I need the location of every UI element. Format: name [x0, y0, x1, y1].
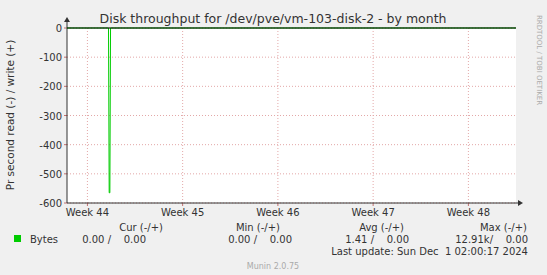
legend-header: Cur (-/+) — [119, 222, 163, 233]
y-axis — [67, 20, 68, 203]
zero-line — [67, 28, 516, 29]
x-tick-label: Week 45 — [161, 207, 204, 218]
x-tick-label: Week 48 — [447, 207, 490, 218]
legend-swatch — [14, 235, 21, 242]
title: Disk throughput for /dev/pve/vm-103-disk… — [100, 11, 447, 26]
plot-marks — [67, 28, 516, 193]
last-update: Last update: Sun Dec 1 02:00:17 2024 — [331, 246, 528, 257]
legend-header: Avg (-/+) — [359, 222, 404, 233]
y-tick-label: -500 — [39, 169, 62, 180]
x-grid — [468, 28, 469, 203]
x-grid — [87, 28, 88, 203]
series-line — [67, 28, 516, 193]
y-tick-label: -200 — [39, 81, 62, 92]
y-grid — [67, 144, 516, 145]
y-tick-label: 0 — [56, 23, 62, 34]
y-tick-label: -300 — [39, 111, 62, 122]
y-grid — [67, 173, 516, 174]
watermark: RRDTOOL / TOBI OETIKER — [535, 15, 543, 105]
legend-cell: 0.00 / 0.00 — [82, 234, 146, 245]
x-grid — [373, 28, 374, 203]
y-grid — [67, 86, 516, 87]
legend-cell: 12.91k/ 0.00 — [455, 234, 528, 245]
x-tick-label: Week 46 — [256, 207, 299, 218]
y-tick-label: -600 — [39, 198, 62, 209]
legend-cell: 1.41 / 0.00 — [345, 234, 409, 245]
y-grid — [67, 115, 516, 116]
x-tick-label: Week 47 — [351, 207, 394, 218]
plot-area — [67, 28, 516, 203]
legend-label: Bytes — [30, 234, 58, 245]
background — [0, 0, 547, 275]
y-axis-arrow — [64, 17, 70, 22]
footer: Munin 2.0.75 — [247, 262, 299, 271]
legend-cell: 0.00 / 0.00 — [228, 234, 292, 245]
x-tick-label: Week 44 — [66, 207, 109, 218]
x-grid — [182, 28, 183, 203]
legend-header: Min (-/+) — [236, 222, 280, 233]
x-axis-arrow — [518, 200, 523, 206]
legend-header: Max (-/+) — [480, 222, 527, 233]
y-grid — [67, 28, 516, 29]
x-axis — [67, 203, 520, 204]
y-tick-label: -100 — [39, 52, 62, 63]
y-tick-label: -400 — [39, 140, 62, 151]
x-grid — [277, 28, 278, 203]
y-grid — [67, 57, 516, 58]
y-label: Pr second read (-) / write (+) — [4, 40, 16, 191]
chart-root: Disk throughput for /dev/pve/vm-103-disk… — [0, 0, 547, 275]
